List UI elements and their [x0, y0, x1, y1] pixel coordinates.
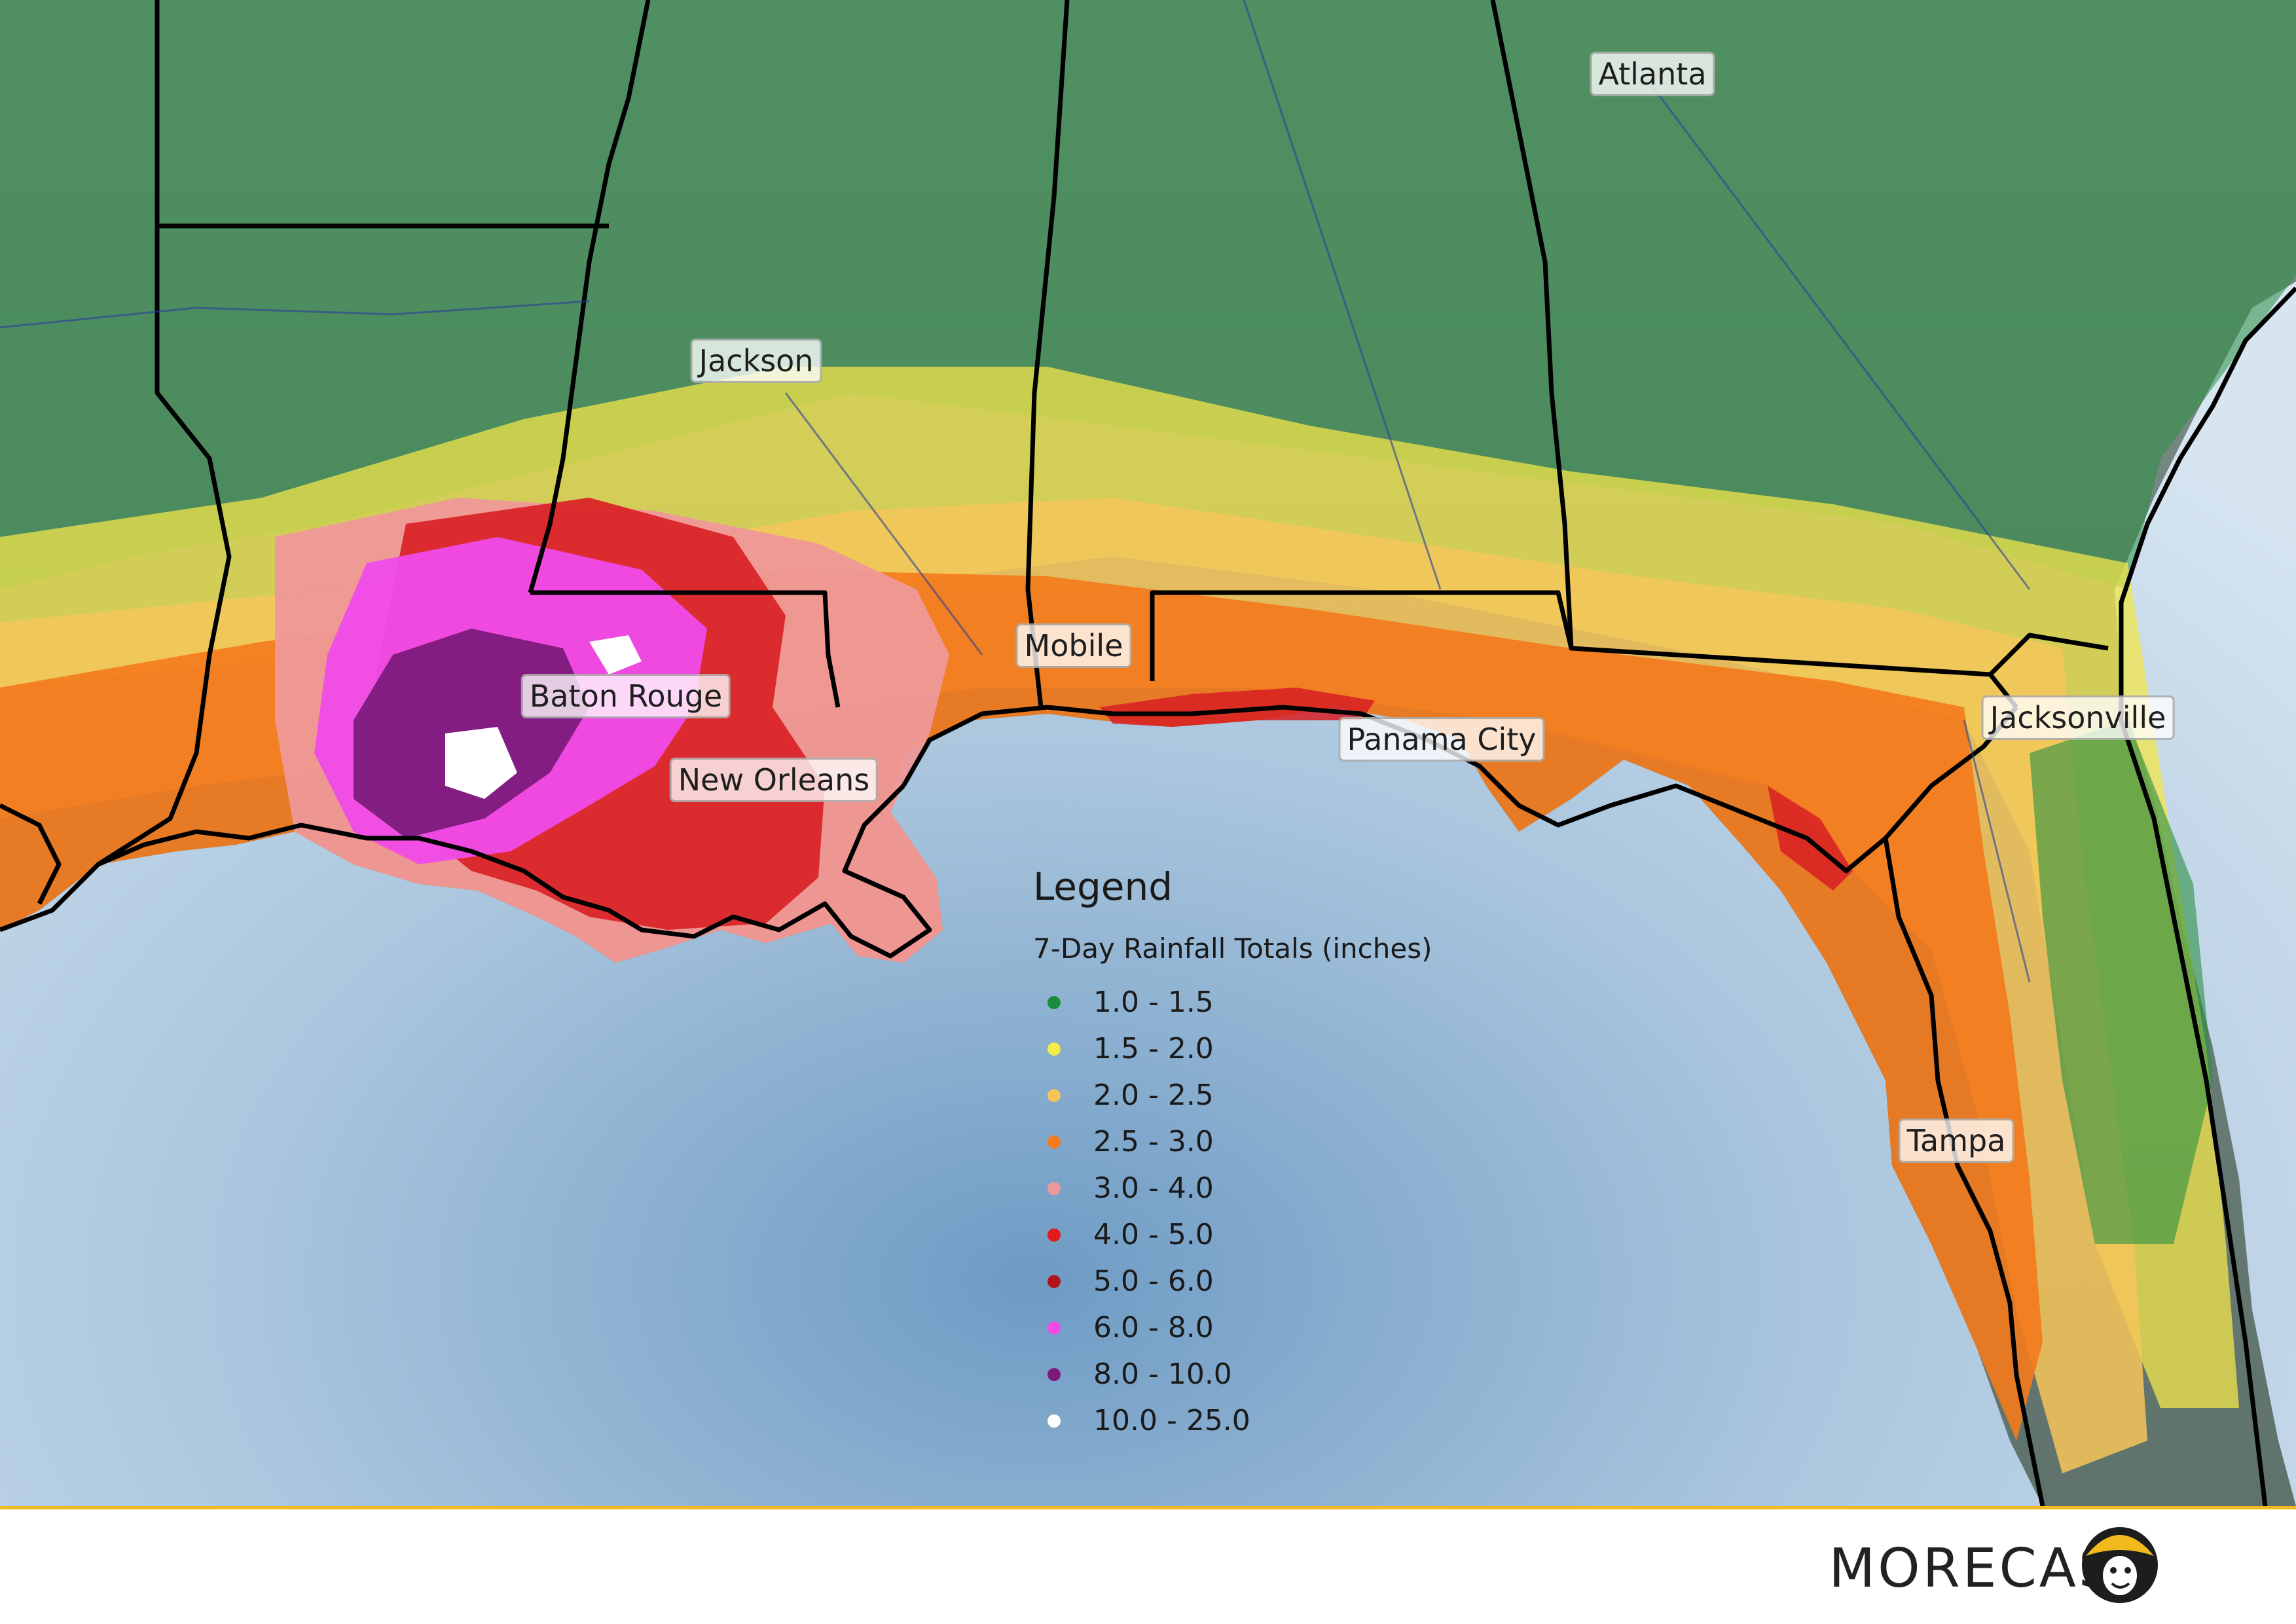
legend-label: 1.0 - 1.5: [1093, 986, 1214, 1019]
legend-item: 10.0 - 25.0: [1033, 1397, 1491, 1444]
legend-label: 8.0 - 10.0: [1093, 1357, 1232, 1391]
texas-coast: [0, 803, 62, 905]
map-canvas: [0, 0, 2296, 1506]
legend-item: 5.0 - 6.0: [1033, 1258, 1491, 1304]
legend-item: 6.0 - 8.0: [1033, 1304, 1491, 1351]
legend-label: 10.0 - 25.0: [1093, 1404, 1250, 1437]
rain-band-green-florida: [2030, 720, 2213, 1244]
rivers: [0, 0, 2031, 983]
legend-swatch: [1048, 1414, 1061, 1428]
legend-label: 2.5 - 3.0: [1093, 1125, 1214, 1158]
alabama-florida-border: [1150, 590, 2018, 709]
rainfall-map: Atlanta Jackson Mobile Baton Rouge New O…: [0, 0, 2296, 1506]
city-label-panama-city: Panama City: [1338, 717, 1545, 762]
alabama-georgia-border: [1490, 0, 1574, 649]
legend-title: Legend: [1033, 864, 1173, 909]
footer-accent-line: [0, 1506, 2296, 1509]
city-label-jackson: Jackson: [690, 339, 822, 383]
legend-item: 1.5 - 2.0: [1033, 1025, 1491, 1072]
legend-item: 4.0 - 5.0: [1033, 1211, 1491, 1258]
legend-label: 4.0 - 5.0: [1093, 1218, 1214, 1251]
legend-swatch: [1048, 1367, 1061, 1381]
rain-bands: [0, 0, 2296, 1473]
legend-swatch: [1048, 1135, 1061, 1149]
city-label-mobile: Mobile: [1015, 623, 1132, 668]
legend-label: 2.0 - 2.5: [1093, 1079, 1214, 1112]
rain-band-white-2: [589, 635, 642, 674]
legend-swatch: [1048, 1274, 1061, 1288]
legend-item: 8.0 - 10.0: [1033, 1351, 1491, 1397]
city-label-atlanta: Atlanta: [1590, 52, 1715, 96]
legend-label: 3.0 - 4.0: [1093, 1172, 1214, 1205]
legend-swatch: [1048, 1088, 1061, 1102]
mississippi-river-border: [528, 0, 651, 593]
rain-band-white-1: [445, 727, 517, 799]
legend-items: 1.0 - 1.5 1.5 - 2.0 2.0 - 2.5 2.5 - 3.0 3.0 …: [1033, 979, 1491, 1444]
louisiana-mississippi-border: [530, 590, 841, 708]
louisiana-coast: [0, 784, 932, 959]
footer: [0, 1509, 2296, 1624]
legend-swatch: [1048, 995, 1061, 1009]
legend-item: 2.5 - 3.0: [1033, 1118, 1491, 1165]
legend-subtitle: 7-Day Rainfall Totals (inches): [1033, 932, 1432, 965]
legend-item: 3.0 - 4.0: [1033, 1165, 1491, 1211]
texas-louisiana-border: [97, 0, 232, 866]
legend-label: 6.0 - 8.0: [1093, 1311, 1214, 1344]
city-label-baton-rouge: Baton Rouge: [520, 674, 731, 718]
rain-band-red-coast-east: [1100, 688, 1375, 727]
legend-label: 5.0 - 6.0: [1093, 1264, 1214, 1298]
legend-item: 2.0 - 2.5: [1033, 1072, 1491, 1118]
georgia-florida-border: [1988, 633, 2109, 676]
legend-swatch: [1048, 1228, 1061, 1242]
gulf-coast-florida-peninsula: [1883, 838, 2045, 1506]
city-label-tampa: Tampa: [1898, 1118, 2014, 1163]
legend: Legend 7-Day Rainfall Totals (inches) 1.…: [1033, 864, 1491, 1444]
morecast-logo-icon: [2082, 1527, 2158, 1603]
city-label-jacksonville: Jacksonville: [1981, 695, 2175, 740]
legend-swatch: [1048, 1321, 1061, 1335]
legend-swatch: [1048, 1181, 1061, 1195]
city-label-new-orleans: New Orleans: [669, 758, 879, 802]
legend-swatch: [1048, 1042, 1061, 1056]
gulf-coast-florida: [901, 705, 2018, 874]
legend-item: 1.0 - 1.5: [1033, 979, 1491, 1025]
legend-label: 1.5 - 2.0: [1093, 1032, 1214, 1065]
